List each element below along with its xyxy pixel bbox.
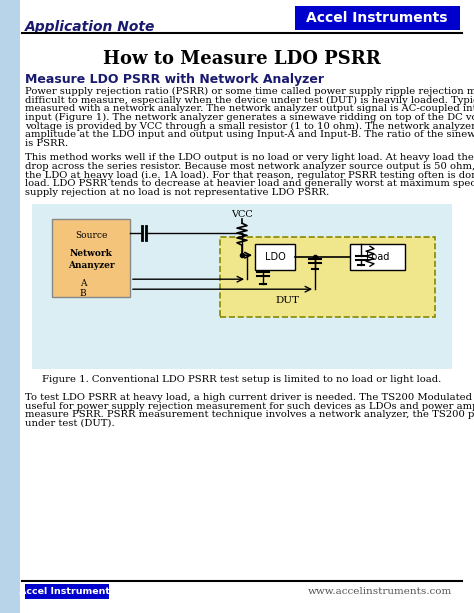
Text: input (Figure 1). The network analyzer generates a sinewave ridding on top of th: input (Figure 1). The network analyzer g… [25, 113, 474, 122]
Text: useful for power supply rejection measurement for such devices as LDOs and power: useful for power supply rejection measur… [25, 402, 474, 411]
Bar [350, 244, 405, 270]
Text: Accel Instruments: Accel Instruments [18, 587, 115, 596]
Text: VCC: VCC [231, 210, 253, 219]
Bar [0, 0, 20, 613]
Text: Power supply rejection ratio (PSRR) or some time called power supply ripple reje: Power supply rejection ratio (PSRR) or s… [25, 87, 474, 96]
Text: supply rejection at no load is not representative LDO PSRR.: supply rejection at no load is not repre… [25, 188, 329, 197]
Text: This method works well if the LDO output is no load or very light load. At heavy: This method works well if the LDO output… [25, 153, 474, 162]
Bar [295, 6, 460, 30]
Text: Application Note: Application Note [25, 20, 155, 34]
Text: voltage is provided by VCC through a small resistor (1 to 10 ohm). The network a: voltage is provided by VCC through a sma… [25, 121, 474, 131]
Text: DUT: DUT [275, 296, 300, 305]
Text: amplitude at the LDO input and output using Input-A and Input-B. The ratio of th: amplitude at the LDO input and output us… [25, 130, 474, 139]
Text: To test LDO PSRR at heavy load, a high current driver is needed. The TS200 Modul: To test LDO PSRR at heavy load, a high c… [25, 393, 474, 402]
Text: is PSRR.: is PSRR. [25, 139, 68, 148]
Text: A: A [80, 279, 86, 288]
Text: load. LDO PSRR tends to decrease at heavier load and generally worst at maximum : load. LDO PSRR tends to decrease at heav… [25, 179, 474, 188]
FancyBboxPatch shape [220, 237, 435, 317]
Text: www.accelinstruments.com: www.accelinstruments.com [308, 587, 452, 596]
Text: Load: Load [366, 252, 389, 262]
Text: measure PSRR. PSRR measurement technique involves a network analyzer, the TS200 : measure PSRR. PSRR measurement technique… [25, 410, 474, 419]
Text: Ananyzer: Ananyzer [68, 261, 114, 270]
Bar [52, 219, 130, 297]
Text: LDO: LDO [264, 252, 285, 262]
Text: drop across the series resistor. Because most network analyzer source output is : drop across the series resistor. Because… [25, 162, 474, 171]
Text: Source: Source [75, 231, 107, 240]
Text: measured with a network analyzer. The network analyzer output signal is AC-coupl: measured with a network analyzer. The ne… [25, 104, 474, 113]
Text: Measure LDO PSRR with Network Analyzer: Measure LDO PSRR with Network Analyzer [25, 73, 324, 86]
Text: under test (DUT).: under test (DUT). [25, 419, 115, 428]
Bar [32, 204, 452, 369]
Text: Figure 1. Conventional LDO PSRR test setup is limited to no load or light load.: Figure 1. Conventional LDO PSRR test set… [42, 375, 442, 384]
Text: B: B [80, 289, 86, 298]
Text: How to Measure LDO PSRR: How to Measure LDO PSRR [103, 50, 381, 68]
Text: Accel Instruments: Accel Instruments [306, 11, 448, 25]
Bar [255, 244, 295, 270]
Text: the LDO at heavy load (i.e. 1A load). For that reason, regulator PSRR testing of: the LDO at heavy load (i.e. 1A load). Fo… [25, 170, 474, 180]
Bar [25, 584, 109, 599]
Text: Network: Network [70, 249, 112, 258]
Text: difficult to measure, especially when the device under test (DUT) is heavily loa: difficult to measure, especially when th… [25, 96, 474, 105]
